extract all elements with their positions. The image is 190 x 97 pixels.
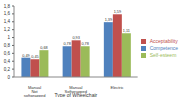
svg-text:1,8: 1,8: [8, 4, 10, 9]
svg-text:0,78: 0,78: [81, 42, 88, 46]
svg-text:0,78: 0,78: [63, 42, 70, 46]
svg-text:0,8: 0,8: [8, 43, 10, 48]
svg-text:1,11: 1,11: [123, 29, 130, 33]
svg-text:0,6: 0,6: [8, 51, 10, 56]
svg-text:1,39: 1,39: [105, 18, 112, 22]
svg-text:Electric: Electric: [110, 85, 123, 90]
svg-text:0,93: 0,93: [72, 36, 79, 40]
svg-text:1,2: 1,2: [8, 27, 10, 32]
svg-text:0,4: 0,4: [8, 59, 10, 64]
svg-text:0,49: 0,49: [22, 54, 29, 58]
svg-text:1: 1: [8, 35, 10, 40]
svg-text:1,59: 1,59: [114, 10, 121, 14]
svg-text:1,6: 1,6: [8, 11, 10, 16]
svg-text:0: 0: [8, 75, 10, 80]
svg-text:0,45: 0,45: [31, 55, 38, 59]
svg-text:0,68: 0,68: [40, 46, 47, 50]
svg-text:ManualNotsoftwrapped: ManualNotsoftwrapped: [24, 85, 46, 97]
svg-text:Type of Wheelchair: Type of Wheelchair: [54, 92, 97, 97]
svg-text:1,4: 1,4: [8, 19, 10, 24]
svg-text:0,2: 0,2: [8, 67, 10, 72]
